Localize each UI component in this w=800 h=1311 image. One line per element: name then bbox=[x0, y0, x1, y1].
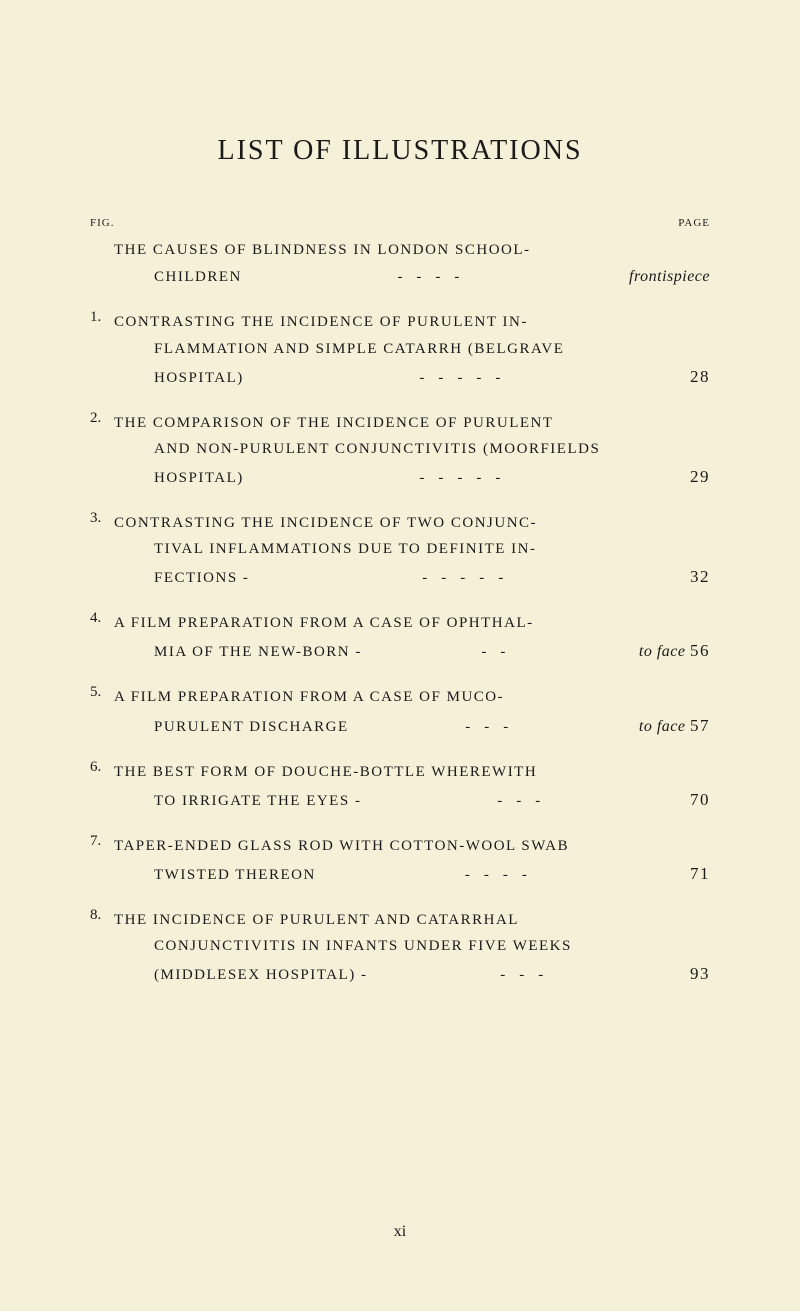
entry-last-line: TO IRRIGATE THE EYES ----70 bbox=[114, 785, 710, 815]
entry-last-text: MIA OF THE NEW-BORN - bbox=[154, 639, 362, 665]
entry-line: A FILM PREPARATION FROM A CASE OF MUCO- bbox=[114, 684, 710, 710]
entry-text: THE COMPARISON OF THE INCIDENCE OF PURUL… bbox=[114, 410, 710, 492]
entry-line: TAPER-ENDED GLASS ROD WITH COTTON-WOOL S… bbox=[114, 833, 710, 859]
entry-last-text: PURULENT DISCHARGE bbox=[154, 714, 349, 740]
entry-line: THE INCIDENCE OF PURULENT AND CATARRHAL bbox=[114, 907, 710, 933]
page-title: LIST OF ILLUSTRATIONS bbox=[90, 135, 710, 167]
to-face-label: to face bbox=[639, 643, 690, 660]
entry-number: 8. bbox=[90, 907, 114, 924]
entry-last-line: HOSPITAL)-----29 bbox=[114, 462, 710, 492]
entry-line: AND NON-PURULENT CONJUNCTIVITIS (MOORFIE… bbox=[114, 436, 710, 462]
entry-page: 70 bbox=[690, 785, 710, 815]
entry-last-line: HOSPITAL)-----28 bbox=[114, 362, 710, 392]
entry-text: THE CAUSES OF BLINDNESS IN LONDON SCHOOL… bbox=[114, 237, 710, 291]
list-item: 6.THE BEST FORM OF DOUCHE-BOTTLE WHEREWI… bbox=[90, 759, 710, 815]
list-item: 8.THE INCIDENCE OF PURULENT AND CATARRHA… bbox=[90, 907, 710, 989]
entry-last-text: HOSPITAL) bbox=[154, 465, 244, 491]
entry-page: to face 56 bbox=[639, 636, 710, 666]
entry-text: THE BEST FORM OF DOUCHE-BOTTLE WHEREWITH… bbox=[114, 759, 710, 815]
entry-text: A FILM PREPARATION FROM A CASE OF OPHTHA… bbox=[114, 610, 710, 666]
entry-number: 3. bbox=[90, 510, 114, 527]
entry-last-text: FECTIONS - bbox=[154, 565, 249, 591]
entry-last-text: CHILDREN bbox=[154, 264, 242, 290]
entry-number: 1. bbox=[90, 309, 114, 326]
leader-dashes: --- bbox=[361, 788, 690, 814]
entry-number: 7. bbox=[90, 833, 114, 850]
leader-dashes: ----- bbox=[244, 365, 690, 391]
entry-text: TAPER-ENDED GLASS ROD WITH COTTON-WOOL S… bbox=[114, 833, 710, 889]
entry-text: A FILM PREPARATION FROM A CASE OF MUCO-P… bbox=[114, 684, 710, 740]
entry-text: CONTRASTING THE INCIDENCE OF PURULENT IN… bbox=[114, 309, 710, 391]
leader-dashes: ---- bbox=[242, 264, 629, 290]
entry-page: 32 bbox=[690, 562, 710, 592]
entry-page-number: 57 bbox=[690, 716, 710, 735]
leader-dashes: ----- bbox=[249, 565, 690, 591]
leader-dashes: --- bbox=[349, 714, 639, 740]
entry-line: THE COMPARISON OF THE INCIDENCE OF PURUL… bbox=[114, 410, 710, 436]
entry-line: CONTRASTING THE INCIDENCE OF PURULENT IN… bbox=[114, 309, 710, 335]
leader-dashes: -- bbox=[362, 639, 639, 665]
entry-line: CONTRASTING THE INCIDENCE OF TWO CONJUNC… bbox=[114, 510, 710, 536]
leader-dashes: ---- bbox=[316, 862, 690, 888]
entry-page: 29 bbox=[690, 462, 710, 492]
entry-last-text: HOSPITAL) bbox=[154, 365, 244, 391]
entry-last-line: FECTIONS ------32 bbox=[114, 562, 710, 592]
list-item: THE CAUSES OF BLINDNESS IN LONDON SCHOOL… bbox=[90, 237, 710, 291]
entry-text: CONTRASTING THE INCIDENCE OF TWO CONJUNC… bbox=[114, 510, 710, 592]
list-item: 3.CONTRASTING THE INCIDENCE OF TWO CONJU… bbox=[90, 510, 710, 592]
entry-page: frontispiece bbox=[629, 263, 710, 291]
leader-dashes: ----- bbox=[244, 465, 690, 491]
entry-last-line: PURULENT DISCHARGE---to face 57 bbox=[114, 711, 710, 741]
entry-last-line: TWISTED THEREON----71 bbox=[114, 859, 710, 889]
entry-line: CONJUNCTIVITIS IN INFANTS UNDER FIVE WEE… bbox=[114, 933, 710, 959]
entry-page: 28 bbox=[690, 362, 710, 392]
entry-line: THE BEST FORM OF DOUCHE-BOTTLE WHEREWITH bbox=[114, 759, 710, 785]
entry-number: 4. bbox=[90, 610, 114, 627]
entry-page: 71 bbox=[690, 859, 710, 889]
entry-page-number: 56 bbox=[690, 641, 710, 660]
entry-line: A FILM PREPARATION FROM A CASE OF OPHTHA… bbox=[114, 610, 710, 636]
page-number: xi bbox=[394, 1223, 406, 1241]
list-item: 2.THE COMPARISON OF THE INCIDENCE OF PUR… bbox=[90, 410, 710, 492]
entry-line: TIVAL INFLAMMATIONS DUE TO DEFINITE IN- bbox=[114, 536, 710, 562]
to-face-label: to face bbox=[639, 718, 690, 735]
entry-last-line: (MIDDLESEX HOSPITAL) ----93 bbox=[114, 959, 710, 989]
list-item: 5.A FILM PREPARATION FROM A CASE OF MUCO… bbox=[90, 684, 710, 740]
entry-page: to face 57 bbox=[639, 711, 710, 741]
list-item: 7.TAPER-ENDED GLASS ROD WITH COTTON-WOOL… bbox=[90, 833, 710, 889]
entry-number: 6. bbox=[90, 759, 114, 776]
entry-last-text: TWISTED THEREON bbox=[154, 862, 316, 888]
entry-number: 2. bbox=[90, 410, 114, 427]
entry-last-text: (MIDDLESEX HOSPITAL) - bbox=[154, 962, 367, 988]
entry-text: THE INCIDENCE OF PURULENT AND CATARRHALC… bbox=[114, 907, 710, 989]
column-headers: FIG. PAGE bbox=[90, 217, 710, 229]
entry-line: FLAMMATION AND SIMPLE CATARRH (BELGRAVE bbox=[114, 336, 710, 362]
entry-page: 93 bbox=[690, 959, 710, 989]
entry-number: 5. bbox=[90, 684, 114, 701]
entry-last-line: CHILDREN----frontispiece bbox=[114, 263, 710, 291]
entry-last-line: MIA OF THE NEW-BORN ---to face 56 bbox=[114, 636, 710, 666]
list-item: 1.CONTRASTING THE INCIDENCE OF PURULENT … bbox=[90, 309, 710, 391]
page-header: PAGE bbox=[678, 217, 710, 229]
fig-header: FIG. bbox=[90, 217, 114, 229]
illustrations-list: THE CAUSES OF BLINDNESS IN LONDON SCHOOL… bbox=[90, 237, 710, 989]
list-item: 4.A FILM PREPARATION FROM A CASE OF OPHT… bbox=[90, 610, 710, 666]
entry-last-text: TO IRRIGATE THE EYES - bbox=[154, 788, 361, 814]
entry-line: THE CAUSES OF BLINDNESS IN LONDON SCHOOL… bbox=[114, 237, 710, 263]
leader-dashes: --- bbox=[367, 962, 690, 988]
